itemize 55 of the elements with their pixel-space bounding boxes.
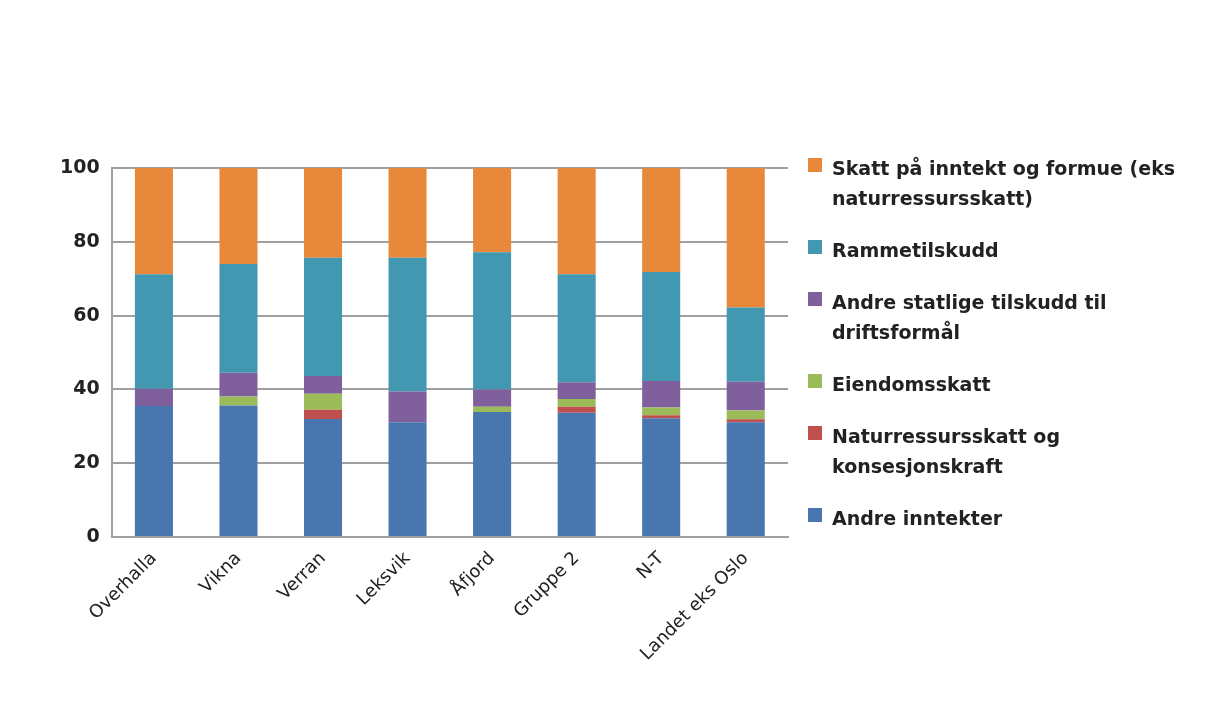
bar: [388, 391, 427, 423]
bar: [557, 274, 596, 383]
bar: [219, 396, 258, 406]
bar: [219, 372, 258, 397]
bar: [557, 412, 596, 536]
bar: [642, 380, 681, 408]
bar: [219, 263, 258, 373]
bar: [642, 272, 681, 381]
bar: [134, 168, 173, 275]
bar: [304, 418, 343, 536]
bar: [726, 419, 765, 423]
bar: [726, 168, 765, 308]
bar: [219, 405, 258, 536]
bar: [473, 168, 512, 253]
legend-label: Eiendomsskatt: [832, 372, 991, 397]
bar: [473, 411, 512, 536]
bar: [304, 257, 343, 377]
bar: [642, 415, 681, 419]
bar: [642, 418, 681, 536]
bar: [304, 393, 343, 410]
legend-label: Rammetilskudd: [832, 238, 999, 263]
x-tick-label: N-T: [631, 546, 669, 583]
bar: [134, 388, 173, 406]
bar: [134, 274, 173, 389]
bar: [473, 406, 512, 412]
bar: [557, 398, 596, 407]
bar: [726, 381, 765, 411]
bar: [388, 422, 427, 536]
bar: [642, 168, 681, 273]
bar: [726, 410, 765, 420]
y-tick-label: 20: [73, 450, 100, 473]
y-tick-label: 80: [73, 228, 100, 251]
y-tick-label: 60: [73, 302, 100, 325]
legend-label: Skatt på inntekt og formue (eks naturressursskatt): [832, 156, 1177, 211]
bar: [388, 168, 427, 258]
bar: [642, 407, 681, 416]
bar: [473, 389, 512, 407]
bar: [557, 168, 596, 275]
y-tick-label: 100: [59, 154, 100, 177]
bar: [557, 406, 596, 413]
bar: [134, 405, 173, 536]
bar: [473, 252, 512, 390]
y-tick-label: 40: [73, 376, 100, 399]
legend-label: Andre inntekter: [832, 506, 1003, 531]
bar: [557, 382, 596, 399]
bar: [726, 422, 765, 536]
bar: [304, 376, 343, 394]
legend-label: Andre statlige tilskudd til driftsformål: [832, 290, 1108, 345]
legend-label: Naturressursskatt og konsesjonskraft: [832, 424, 1061, 479]
bar: [388, 257, 427, 392]
bar: [726, 307, 765, 382]
bar: [304, 409, 343, 419]
bar: [304, 168, 343, 258]
y-tick-label: 0: [86, 523, 100, 546]
bar: [219, 168, 258, 264]
